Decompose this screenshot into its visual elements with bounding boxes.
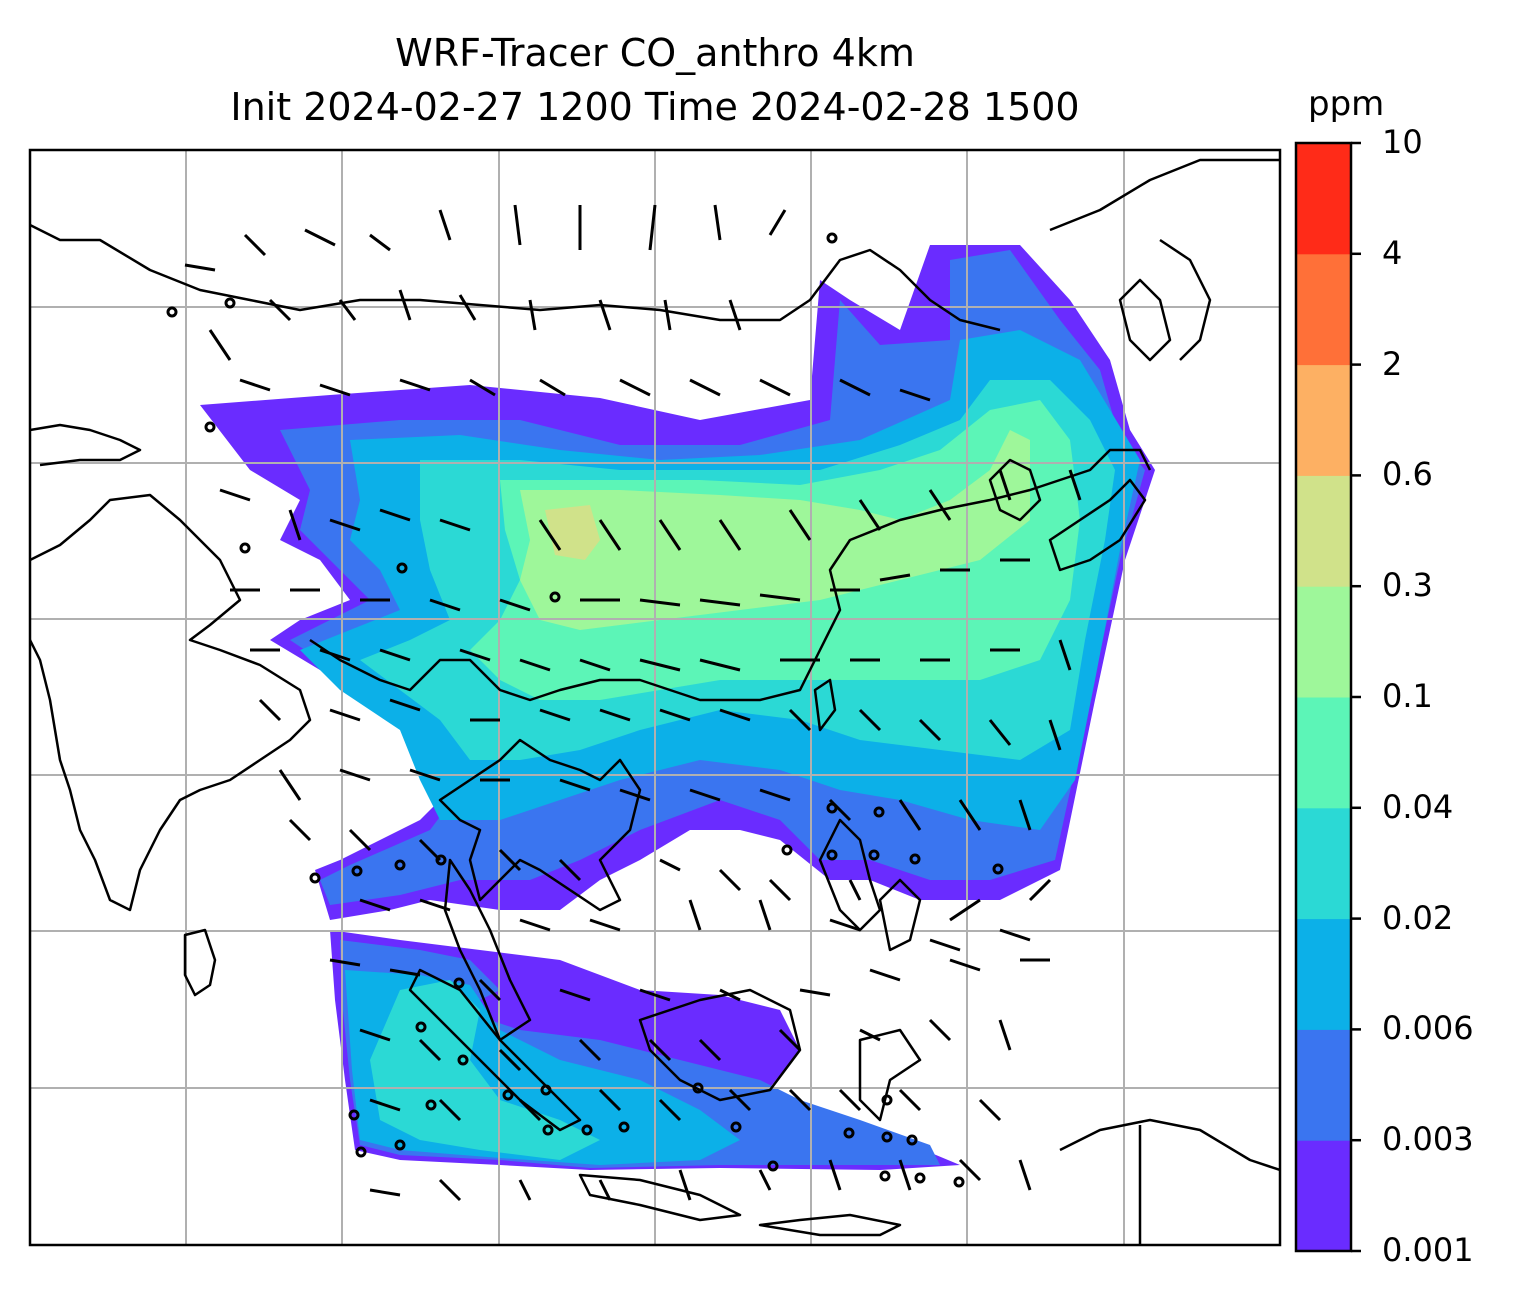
colorbar-tick-label: 2 xyxy=(1382,344,1403,383)
map-title-line-2: Init 2024-02-27 1200 Time 2024-02-28 150… xyxy=(230,85,1080,129)
colorbar-segment xyxy=(1296,918,1351,1030)
calm-wind-markers xyxy=(166,232,1004,1188)
colorbar-tick-label: 0.001 xyxy=(1382,1231,1474,1269)
colorbar-segment xyxy=(1296,1029,1351,1141)
colorbar-segment xyxy=(1296,475,1351,587)
colorbar-segment xyxy=(1296,807,1351,920)
wind-barbs xyxy=(184,204,1082,1202)
colorbar-tick-label: 0.1 xyxy=(1382,677,1433,715)
colorbar-segment xyxy=(1296,143,1351,255)
colorbar-segment xyxy=(1296,1140,1351,1252)
colorbar-tick-label: 0.02 xyxy=(1382,898,1454,937)
colorbar xyxy=(1296,143,1351,1252)
colorbar-segment xyxy=(1296,253,1351,366)
colorbar-tick-label: 0.003 xyxy=(1382,1120,1474,1159)
colorbar-segment xyxy=(1296,364,1351,476)
coastlines xyxy=(30,158,1280,1245)
colorbar-tick-label: 0.006 xyxy=(1382,1009,1474,1048)
colorbar-tick-label: 4 xyxy=(1382,233,1403,272)
map-title-line-1: WRF-Tracer CO_anthro 4km xyxy=(395,31,915,75)
colorbar-segment xyxy=(1296,697,1351,809)
colorbar-units-label: ppm xyxy=(1308,84,1385,124)
colorbar-tick-label: 10 xyxy=(1382,123,1423,161)
co-plume-band-6 xyxy=(520,430,1030,630)
colorbar-tick-label: 0.6 xyxy=(1382,455,1433,494)
co-plume-south-band-4 xyxy=(370,980,600,1160)
map-frame xyxy=(28,148,1282,1247)
colorbar-tick-label: 0.04 xyxy=(1382,787,1454,826)
colorbar-segment xyxy=(1296,586,1351,698)
map-gridlines xyxy=(30,150,1280,1245)
colorbar-tick-label: 0.3 xyxy=(1382,566,1433,605)
